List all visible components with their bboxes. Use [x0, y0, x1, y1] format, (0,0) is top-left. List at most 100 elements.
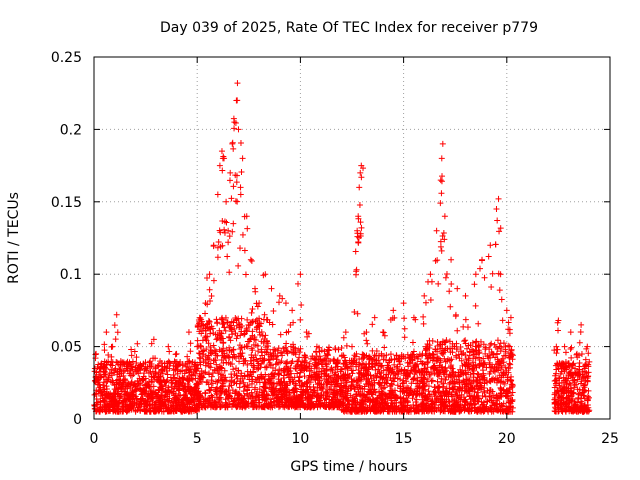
band-point [324, 389, 331, 396]
data-point [134, 340, 141, 347]
band-point [114, 371, 121, 378]
band-point [229, 361, 236, 368]
band-point [249, 392, 256, 399]
band-point [500, 340, 507, 347]
band-point [137, 407, 144, 414]
band-point [326, 393, 333, 400]
x-axis-label: GPS time / hours [290, 459, 407, 475]
band-point [164, 371, 171, 378]
x-tick-label: 20 [498, 431, 516, 447]
band-point [409, 376, 416, 383]
band-point [212, 403, 219, 410]
band-point [144, 407, 151, 414]
band-point [210, 330, 217, 337]
band-point [115, 408, 122, 415]
band-point [97, 384, 104, 391]
band-point [134, 367, 141, 374]
band-point [121, 378, 128, 385]
data-point [248, 309, 255, 316]
band-point [216, 332, 223, 339]
band-point [168, 379, 175, 386]
data-point [228, 195, 235, 202]
band-point [244, 391, 251, 398]
data-point [427, 271, 434, 278]
band-point [173, 390, 180, 397]
data-point [225, 239, 232, 246]
y-axis-label: ROTI / TECUs [6, 192, 22, 284]
data-point [369, 321, 376, 328]
band-point [116, 397, 123, 404]
data-point [239, 155, 246, 162]
data-point [352, 271, 359, 278]
band-point [303, 364, 310, 371]
band-point [120, 379, 127, 386]
band-point [141, 370, 148, 377]
data-point [371, 314, 378, 321]
data-point [254, 303, 261, 310]
band-point [323, 395, 330, 402]
band-point [267, 349, 274, 356]
x-tick-label: 5 [193, 431, 202, 447]
band-point [237, 324, 244, 331]
band-point [198, 367, 205, 374]
band-point [230, 398, 237, 405]
band-point [509, 389, 516, 396]
data-point [229, 139, 236, 146]
band-point [299, 389, 306, 396]
data-point [270, 307, 277, 314]
band-point [260, 387, 267, 394]
band-point [494, 337, 501, 344]
band-point [283, 403, 290, 410]
band-point [202, 356, 209, 363]
band-point [245, 384, 252, 391]
data-point [568, 354, 575, 361]
band-point [248, 360, 255, 367]
band-point [259, 333, 266, 340]
data-point [495, 195, 502, 202]
band-point [315, 371, 322, 378]
data-point [208, 293, 215, 300]
band-point [487, 342, 494, 349]
data-point [488, 283, 495, 290]
band-point [328, 379, 335, 386]
data-point [224, 253, 231, 260]
band-point [273, 394, 280, 401]
band-point [120, 407, 127, 414]
data-point [108, 343, 115, 350]
band-point [157, 398, 164, 405]
band-point [275, 345, 282, 352]
band-point [464, 345, 471, 352]
data-point [438, 247, 445, 254]
band-point [222, 327, 229, 334]
data-point [172, 351, 179, 358]
band-point [267, 396, 274, 403]
data-point [363, 337, 370, 344]
band-point [327, 402, 334, 409]
band-point [280, 372, 287, 379]
band-point [126, 401, 133, 408]
band-point [154, 395, 161, 402]
band-point [246, 371, 253, 378]
band-point [244, 361, 251, 368]
band-point [148, 361, 155, 368]
data-point [340, 334, 347, 341]
band-point [143, 391, 150, 398]
band-point [135, 378, 142, 385]
band-point [160, 405, 167, 412]
data-point [218, 148, 225, 155]
band-point [332, 378, 339, 385]
band-point [297, 394, 304, 401]
band-point [409, 395, 416, 402]
data-point [356, 201, 363, 208]
data-point [230, 145, 237, 152]
data-point [576, 339, 583, 346]
band-point [214, 319, 221, 326]
band-point [166, 407, 173, 414]
band-point [334, 389, 341, 396]
data-point [427, 296, 434, 303]
band-point [315, 374, 322, 381]
band-point [171, 374, 178, 381]
data-point [230, 183, 237, 190]
band-point [94, 401, 101, 408]
band-point [208, 394, 215, 401]
